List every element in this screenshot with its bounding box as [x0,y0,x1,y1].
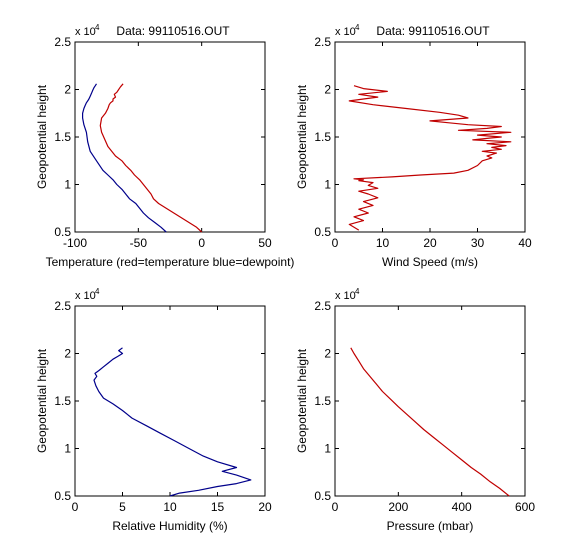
x-tick-label: 20 [258,500,272,514]
y-tick-label: 1 [324,442,331,456]
y-tick-label: 1 [64,178,71,192]
x-tick-label: 0 [198,236,205,250]
x-axis-label: Wind Speed (m/s) [382,255,478,269]
x-tick-label: -50 [130,236,148,250]
wind-speed-panel: Data: 99110516.OUT x 10 4 Wind Speed (m/… [295,23,532,269]
x-tick-label: 20 [423,236,437,250]
y-tick-label: 2 [324,83,331,97]
x-tick-label: 200 [388,500,408,514]
y-multiplier-exponent: 4 [95,287,100,296]
x-tick-label: -100 [63,236,87,250]
y-tick-label: 1.5 [314,130,331,144]
temperature-panel: Data: 99110516.OUT x 10 4 Temperature (r… [35,23,294,269]
y-multiplier: x 10 [75,26,96,38]
x-axis-label: Pressure (mbar) [387,519,474,533]
y-tick-label: 0.5 [314,225,331,239]
x-tick-label: 400 [452,500,472,514]
y-tick-label: 2.5 [314,35,331,49]
x-tick-label: 5 [119,500,126,514]
y-tick-label: 1.5 [54,394,71,408]
panel-title: Data: 99110516.OUT [116,24,230,38]
x-axis-label: Relative Humidity (%) [112,519,227,533]
series-line [348,85,512,231]
y-tick-label: 0.5 [314,489,331,503]
y-multiplier-exponent: 4 [95,23,100,32]
panel-title: Data: 99110516.OUT [376,24,490,38]
y-tick-label: 0.5 [54,489,71,503]
series-line [350,347,510,497]
axes-frame [74,305,266,497]
series-line [93,347,252,497]
axes-frame [334,305,526,497]
y-axis-label: Geopotential height [295,348,309,453]
x-tick-label: 15 [211,500,225,514]
y-tick-label: 0.5 [54,225,71,239]
y-tick-label: 2.5 [314,299,331,313]
y-multiplier-exponent: 4 [355,23,360,32]
x-axis-label: Temperature (red=temperature blue=dewpoi… [46,255,295,269]
y-tick-label: 1.5 [54,130,71,144]
y-multiplier-exponent: 4 [355,287,360,296]
y-axis-label: Geopotential height [295,84,309,189]
y-multiplier: x 10 [75,290,96,302]
y-multiplier: x 10 [335,290,356,302]
y-axis-label: Geopotential height [35,84,49,189]
x-tick-label: 10 [376,236,390,250]
y-multiplier: x 10 [335,26,356,38]
series-line [81,83,167,233]
y-tick-label: 2.5 [54,35,71,49]
x-tick-label: 30 [471,236,485,250]
y-tick-label: 2.5 [54,299,71,313]
y-axis-label: Geopotential height [35,348,49,453]
humidity-panel: x 10 4 Relative Humidity (%) Geopotentia… [35,287,272,533]
x-tick-label: 0 [72,500,79,514]
axes-frame [74,41,266,233]
y-tick-label: 1 [64,442,71,456]
x-tick-label: 0 [332,500,339,514]
x-tick-label: 10 [163,500,177,514]
x-tick-label: 0 [332,236,339,250]
y-tick-label: 1.5 [314,394,331,408]
y-tick-label: 2 [324,347,331,361]
y-tick-label: 2 [64,347,71,361]
x-tick-label: 50 [258,236,272,250]
x-tick-label: 600 [515,500,535,514]
pressure-panel: x 10 4 Pressure (mbar) Geopotential heig… [295,287,535,533]
y-tick-label: 1 [324,178,331,192]
x-tick-label: 40 [518,236,532,250]
series-line [99,83,203,233]
y-tick-label: 2 [64,83,71,97]
